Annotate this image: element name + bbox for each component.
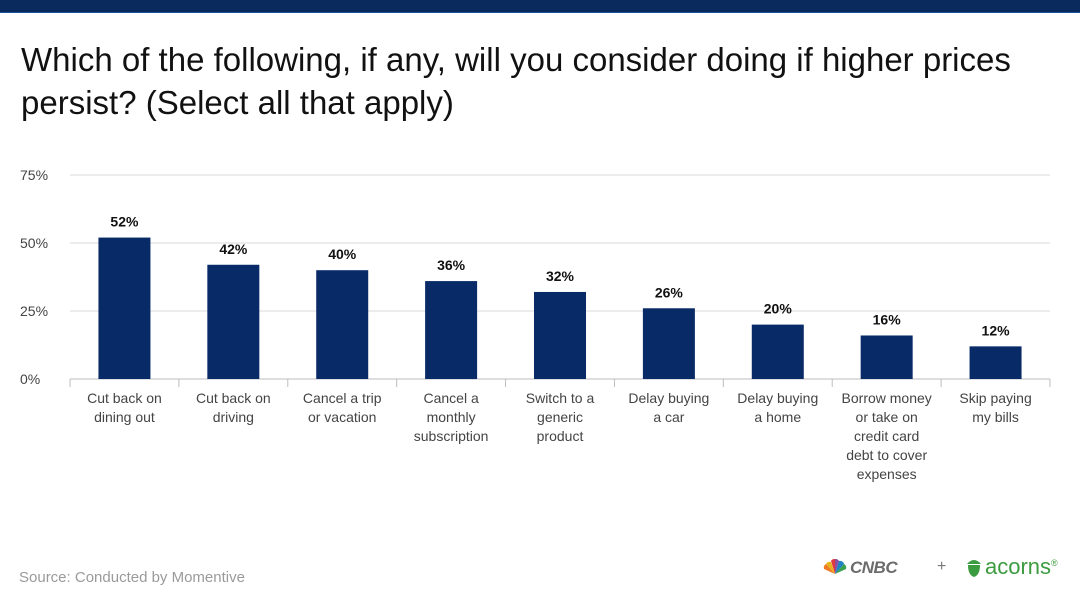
y-tick-label: 50% bbox=[20, 235, 48, 251]
data-label: 20% bbox=[764, 301, 793, 317]
x-tick-label: Cancel a trip bbox=[303, 390, 382, 406]
x-tick-label: dining out bbox=[94, 409, 155, 425]
data-label: 36% bbox=[437, 257, 466, 273]
y-tick-label: 25% bbox=[20, 303, 48, 319]
x-tick-label: Delay buying bbox=[628, 390, 709, 406]
plus-sign: + bbox=[937, 558, 947, 575]
data-label: 16% bbox=[873, 311, 902, 327]
x-tick-label: Skip paying bbox=[959, 390, 1031, 406]
bar bbox=[642, 308, 695, 379]
bar-chart: 0% 25% 50% 75% 52% Cut back on dining out 42% Cu… bbox=[20, 167, 1051, 482]
x-tick-label: Delay buying bbox=[737, 390, 818, 406]
x-tick-label: Cut back on bbox=[87, 390, 162, 406]
y-tick-label: 0% bbox=[20, 371, 40, 387]
x-tick-label: generic bbox=[537, 409, 583, 425]
acorns-logo-text: acorns bbox=[985, 554, 1052, 579]
x-tick-label: my bills bbox=[972, 409, 1019, 425]
x-tick-label: Cancel a bbox=[423, 390, 478, 406]
data-label: 32% bbox=[546, 268, 575, 284]
x-tick-label: or vacation bbox=[308, 409, 376, 425]
registered-mark: ® bbox=[1051, 558, 1058, 568]
data-label: 42% bbox=[219, 241, 248, 257]
x-tick-label: driving bbox=[213, 409, 254, 425]
data-label: 12% bbox=[982, 322, 1011, 338]
bar bbox=[751, 324, 804, 379]
chart-title: Which of the following, if any, will you… bbox=[21, 41, 1011, 121]
x-tick-label: Borrow money bbox=[842, 390, 932, 406]
bar bbox=[316, 270, 369, 379]
top-accent-bar bbox=[0, 0, 1080, 13]
x-tick-label: Switch to a bbox=[526, 390, 595, 406]
x-tick-label: product bbox=[537, 428, 584, 444]
cnbc-logo-text: CNBC bbox=[850, 558, 898, 577]
x-tick-label: Cut back on bbox=[196, 390, 271, 406]
nbc-peacock-icon bbox=[823, 558, 847, 574]
data-label: 26% bbox=[655, 284, 684, 300]
x-tick-label: monthly bbox=[427, 409, 476, 425]
x-tick-label: expenses bbox=[857, 466, 917, 482]
y-tick-label: 75% bbox=[20, 167, 48, 183]
data-label: 52% bbox=[110, 214, 139, 230]
x-tick-label: or take on bbox=[856, 409, 918, 425]
x-tick-label: a home bbox=[754, 409, 801, 425]
source-note: Source: Conducted by Momentive bbox=[19, 569, 245, 586]
bar bbox=[969, 346, 1022, 379]
bar bbox=[425, 281, 478, 379]
x-tick-label: subscription bbox=[414, 428, 489, 444]
bar bbox=[534, 291, 586, 379]
bar bbox=[207, 264, 260, 379]
bar bbox=[98, 237, 151, 379]
bar bbox=[860, 335, 913, 379]
x-tick-label: credit card bbox=[854, 428, 919, 444]
acorn-icon bbox=[967, 560, 981, 577]
x-tick-label: a car bbox=[653, 409, 684, 425]
data-label: 40% bbox=[328, 246, 357, 262]
x-tick-label: debt to cover bbox=[846, 447, 927, 463]
